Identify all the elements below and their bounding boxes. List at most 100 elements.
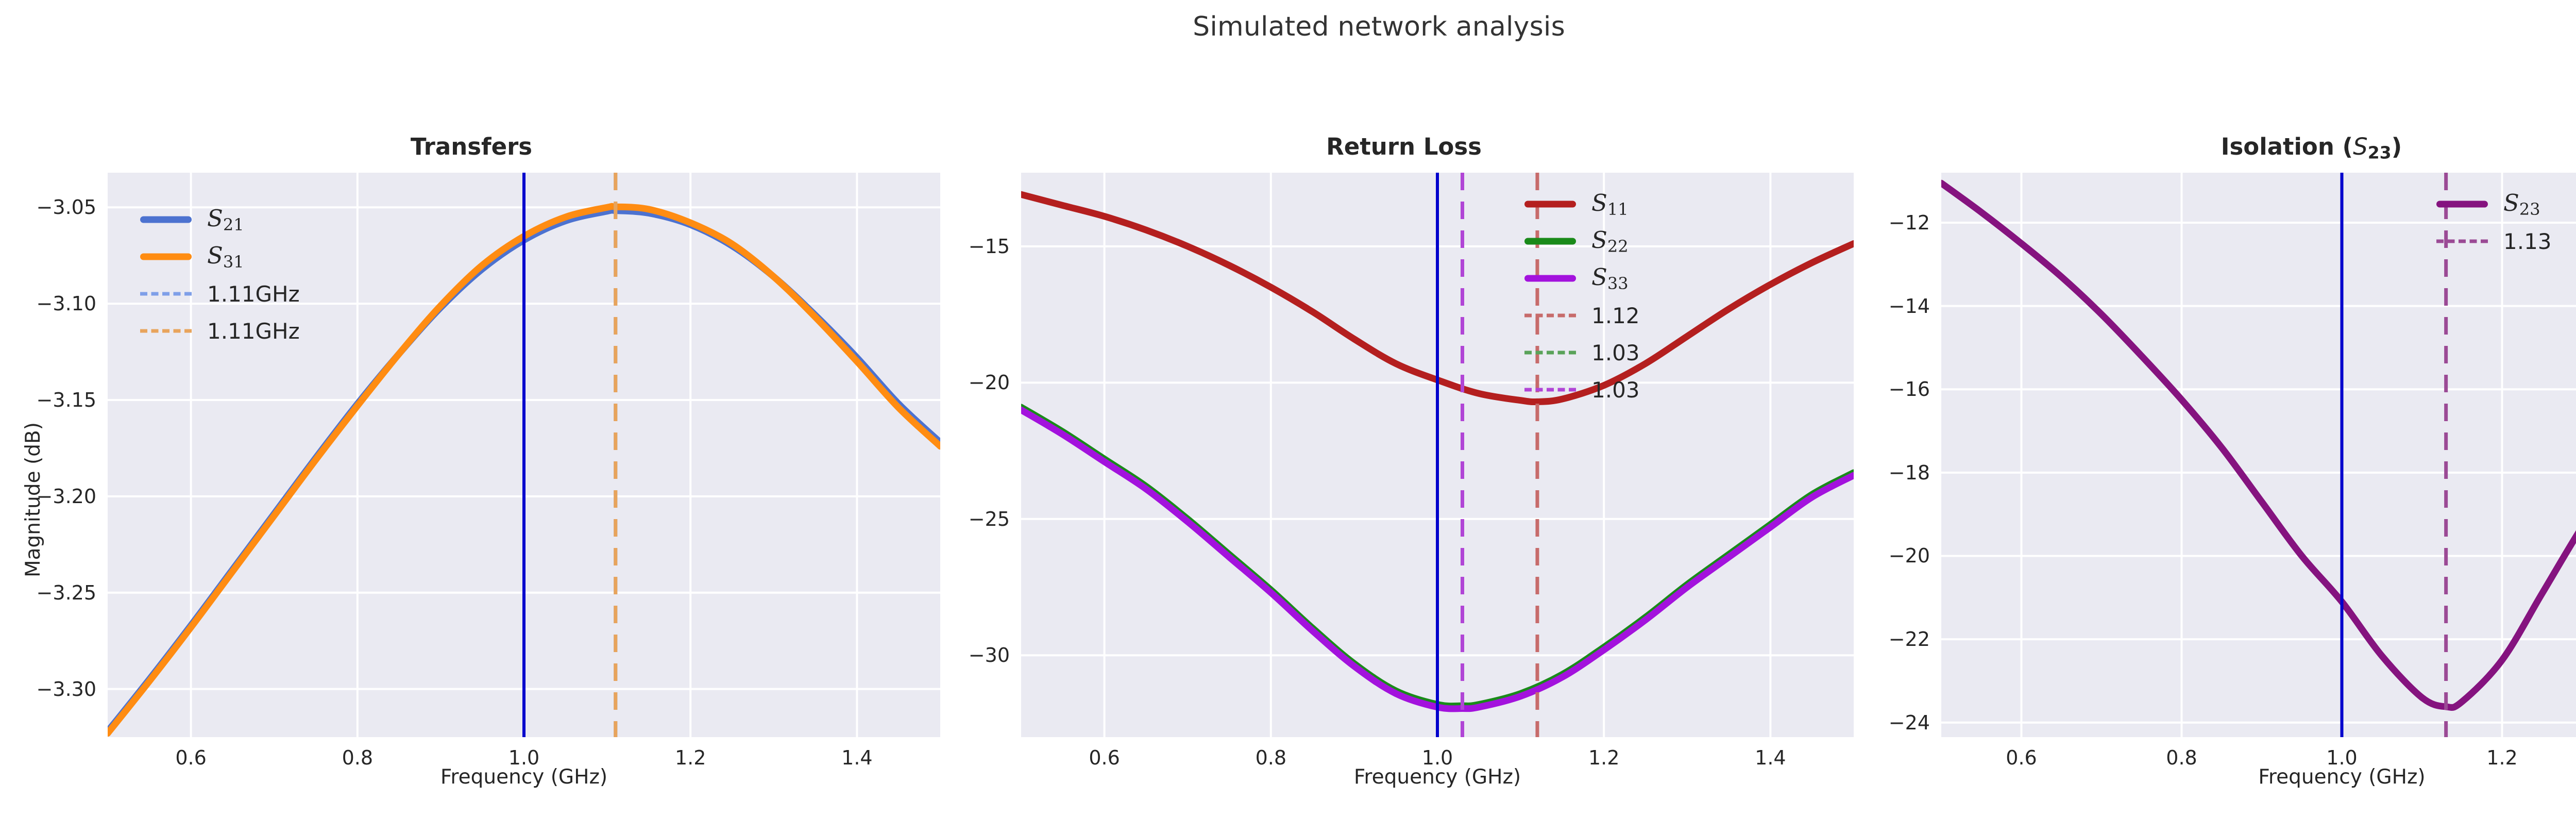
y-tick-label: −24 bbox=[1888, 711, 1930, 734]
panel-title-isolation-prefix: Isolation ( bbox=[2221, 133, 2353, 160]
legend-entry[interactable]: 1.03 bbox=[1522, 371, 1640, 408]
x-tick-label: 1.2 bbox=[2486, 746, 2518, 769]
legend-entry-label: 1.03 bbox=[1591, 377, 1640, 403]
y-tick-label: −3.20 bbox=[36, 485, 96, 508]
legend-line-swatch-icon bbox=[138, 246, 194, 267]
legend-entry[interactable]: S11 bbox=[1522, 186, 1640, 223]
y-tick-label: −25 bbox=[968, 507, 1010, 530]
legend-symbol-subscript: 33 bbox=[1607, 274, 1629, 293]
legend-symbol-subscript: 11 bbox=[1607, 199, 1629, 219]
x-tick-label: 0.6 bbox=[175, 746, 207, 769]
legend-entry-label: 1.11GHz bbox=[207, 318, 300, 344]
legend-dashed-swatch-icon bbox=[1522, 379, 1578, 400]
legend-symbol: S bbox=[207, 205, 223, 232]
legend-entry[interactable]: 1.11GHz bbox=[138, 312, 300, 349]
x-tick-label: 1.4 bbox=[841, 746, 873, 769]
y-tick-label: −20 bbox=[1888, 544, 1930, 568]
legend-entry[interactable]: S21 bbox=[138, 201, 300, 238]
legend-symbol: S bbox=[1591, 189, 1607, 217]
x-tick-label: 1.0 bbox=[1421, 746, 1453, 769]
legend-dashed-swatch-icon bbox=[1522, 305, 1578, 326]
legend-dashed-swatch-icon bbox=[1522, 342, 1578, 363]
legend-entry-label: S33 bbox=[1591, 263, 1629, 293]
x-tick-label: 1.4 bbox=[1755, 746, 1786, 769]
legend-entry[interactable]: 1.12 bbox=[1522, 297, 1640, 334]
x-tick-label: 0.8 bbox=[2166, 746, 2197, 769]
plot-area-isolation bbox=[1941, 173, 2576, 737]
y-tick-label: −15 bbox=[968, 235, 1010, 258]
x-tick-label: 1.2 bbox=[674, 746, 706, 769]
legend-line-swatch-icon bbox=[1522, 268, 1578, 289]
legend-entry[interactable]: S33 bbox=[1522, 260, 1640, 297]
legend-symbol: S bbox=[1591, 263, 1607, 291]
y-tick-label: −3.30 bbox=[36, 677, 96, 701]
legend-entry[interactable]: 1.03 bbox=[1522, 334, 1640, 371]
legend-entry-label: S22 bbox=[1591, 226, 1629, 256]
figure-suptitle: Simulated network analysis bbox=[1193, 11, 1565, 42]
legend-symbol-subscript: 21 bbox=[223, 215, 244, 235]
legend-line-swatch-icon bbox=[1522, 194, 1578, 214]
plot-area-transfers bbox=[108, 173, 940, 737]
legend-symbol-subscript: 23 bbox=[2519, 199, 2540, 219]
legend-entry-label: S23 bbox=[2503, 189, 2540, 219]
panel-title-isolation-suffix: ) bbox=[2391, 133, 2402, 160]
y-tick-label: −3.05 bbox=[36, 196, 96, 219]
panel-transfers: Transfers −3.05 −3.10 −3.15 −3.20 −3.25 −3.30… bbox=[0, 124, 943, 789]
x-tick-label: 0.6 bbox=[2006, 746, 2037, 769]
y-tick-label: −3.25 bbox=[36, 581, 96, 604]
legend-entry[interactable]: S23 bbox=[2434, 186, 2552, 223]
x-tick-label: 0.6 bbox=[1089, 746, 1120, 769]
x-tick-label: 1.0 bbox=[2326, 746, 2358, 769]
panel-title-isolation-sub: 23 bbox=[2367, 142, 2392, 163]
x-axis-label-transfers: Frequency (GHz) bbox=[440, 765, 608, 789]
panel-isolation: Isolation (S23) −12 −14 −16 −18 −20 −22 −24 0.… bbox=[1865, 124, 2576, 789]
y-tick-label: −20 bbox=[968, 371, 1010, 394]
legend-transfers[interactable]: S21 S31 1.11GHz 1.11GHz bbox=[138, 201, 300, 349]
x-axis-label-isolation: Frequency (GHz) bbox=[2258, 765, 2426, 789]
legend-entry[interactable]: 1.13 bbox=[2434, 223, 2552, 260]
legend-symbol-subscript: 22 bbox=[1607, 237, 1629, 256]
x-tick-label: 1.2 bbox=[1588, 746, 1620, 769]
legend-entry[interactable]: 1.11GHz bbox=[138, 275, 300, 312]
y-tick-label: −3.15 bbox=[36, 388, 96, 411]
legend-entry-label: S11 bbox=[1591, 189, 1629, 219]
legend-isolation[interactable]: S23 1.13 bbox=[2434, 186, 2552, 260]
panel-title-return-loss: Return Loss bbox=[1326, 133, 1482, 160]
y-tick-label: −12 bbox=[1888, 211, 1930, 234]
legend-entry-label: S21 bbox=[207, 205, 244, 235]
y-tick-label: −18 bbox=[1888, 461, 1930, 484]
legend-dashed-swatch-icon bbox=[2434, 231, 2490, 252]
y-tick-label: −14 bbox=[1888, 294, 1930, 318]
legend-return-loss[interactable]: S11 S22 S33 1.12 1.03 1.03 bbox=[1522, 186, 1640, 408]
legend-entry[interactable]: S22 bbox=[1522, 223, 1640, 260]
legend-entry-label: S31 bbox=[207, 242, 244, 272]
legend-line-swatch-icon bbox=[138, 209, 194, 230]
legend-entry-label: 1.03 bbox=[1591, 340, 1640, 365]
y-tick-label: −16 bbox=[1888, 378, 1930, 401]
panel-title-isolation-var: S bbox=[2353, 133, 2368, 160]
legend-entry-label: 1.11GHz bbox=[207, 281, 300, 307]
plot-area-return-loss bbox=[1021, 173, 1854, 737]
y-axis-label-transfers: Magnitude (dB) bbox=[22, 422, 45, 577]
x-tick-label: 0.8 bbox=[1255, 746, 1287, 769]
legend-dashed-swatch-icon bbox=[138, 321, 194, 341]
legend-entry[interactable]: S31 bbox=[138, 238, 300, 275]
x-tick-label: 0.8 bbox=[342, 746, 374, 769]
x-axis-label-return-loss: Frequency (GHz) bbox=[1353, 765, 1521, 789]
y-tick-label: −22 bbox=[1888, 628, 1930, 651]
y-tick-label: −30 bbox=[968, 644, 1010, 667]
legend-symbol: S bbox=[207, 242, 223, 269]
legend-entry-label: 1.12 bbox=[1591, 303, 1640, 328]
panel-return-loss: Return Loss −15 −20 −25 −30 0.6 0.8 1.0 1.2 1.4… bbox=[943, 124, 1865, 789]
panel-title-transfers: Transfers bbox=[410, 133, 533, 160]
legend-line-swatch-icon bbox=[1522, 231, 1578, 252]
y-tick-label: −3.10 bbox=[36, 292, 96, 315]
legend-symbol-subscript: 31 bbox=[223, 252, 244, 272]
legend-entry-label: 1.13 bbox=[2503, 228, 2552, 254]
x-tick-label: 1.0 bbox=[508, 746, 540, 769]
panel-title-isolation: Isolation (S23) bbox=[1865, 133, 2576, 162]
legend-symbol: S bbox=[1591, 226, 1607, 254]
legend-dashed-swatch-icon bbox=[138, 284, 194, 304]
legend-symbol: S bbox=[2503, 189, 2519, 217]
